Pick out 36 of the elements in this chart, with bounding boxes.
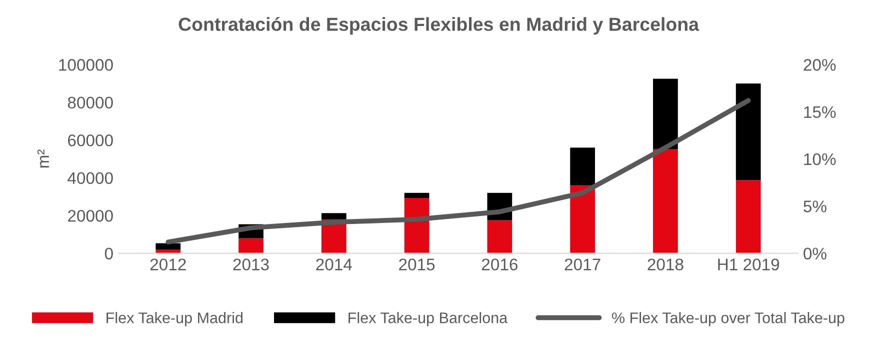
bar [321, 213, 346, 220]
bar [570, 148, 595, 186]
legend-label: Flex Take-up Madrid [106, 312, 242, 326]
x-tick-label: 2015 [399, 258, 435, 270]
y-tick-label: 100000 [59, 59, 113, 71]
bar [736, 83, 761, 180]
y-tick-label: 60000 [68, 134, 113, 146]
bar [653, 148, 678, 254]
y-tick-label: 0 [104, 248, 113, 260]
y2-tick-label: 5% [804, 200, 826, 212]
bar [653, 78, 678, 149]
y-tick-label: 20000 [68, 210, 113, 222]
y2-tick-label: 0% [804, 248, 826, 260]
bar [404, 192, 430, 198]
x-tick-label: 2014 [316, 258, 352, 270]
x-tick-label: 2012 [150, 258, 186, 270]
y2-tick-label: 10% [804, 153, 836, 166]
x-tick-label: 2016 [482, 258, 518, 270]
bar [487, 220, 512, 254]
y2-tick-label: 20% [804, 59, 836, 71]
bar [156, 243, 181, 250]
y-tick-label: 80000 [68, 96, 113, 109]
y-axis-title: m² [37, 150, 49, 168]
y2-tick-label: 15% [804, 106, 836, 118]
line-series [166, 98, 751, 244]
legend-label: % Flex Take-up over Total Take-up [612, 312, 844, 326]
legend-label: Flex Take-up Barcelona [348, 312, 508, 326]
bar [570, 185, 595, 254]
x-tick-label: 2013 [233, 258, 269, 270]
chart-title: Contratación de Espacios Flexibles en Madrid y Barcelona [178, 17, 700, 35]
y-tick-label: 40000 [68, 172, 113, 184]
bar [736, 180, 761, 254]
bar [238, 238, 264, 254]
x-tick-label: 2017 [564, 258, 600, 270]
x-tick-label: 2018 [648, 258, 684, 270]
x-tick-label: H1 2019 [718, 258, 780, 270]
